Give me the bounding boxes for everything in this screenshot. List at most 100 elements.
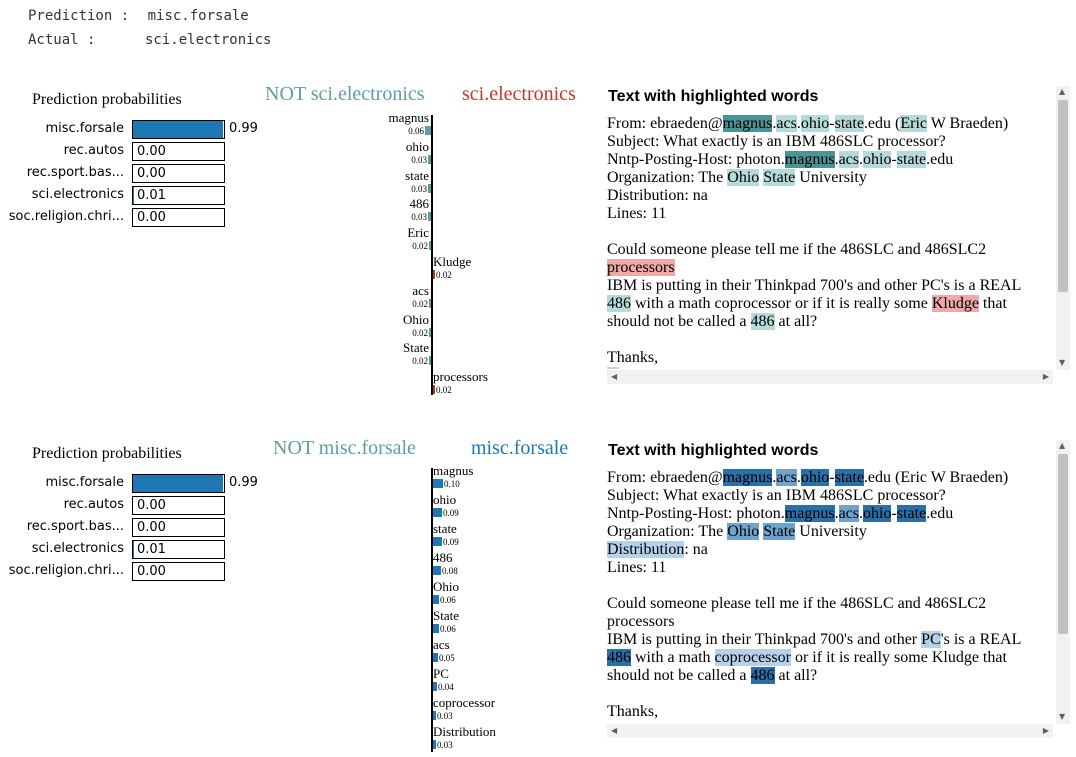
highlighted-word: acs [838,151,860,168]
word-weight-bar [428,212,431,222]
highlighted-word: 486 [607,649,631,666]
highlighted-word: 486 [750,667,775,684]
word-label: magnus [388,110,429,125]
highlighted-word: ohio [863,151,892,168]
word-label: ohio [405,138,429,154]
word-weight-bar [428,154,431,164]
word-weight-value: 0.06 [408,126,424,136]
text-line [607,223,1069,241]
text-segment: should not be called a [607,313,751,330]
word-weight-bar [433,653,438,662]
chart-axis [431,115,433,395]
vertical-scrollbar[interactable]: ▲ ▼ [1056,440,1070,724]
text-segment: - [891,505,897,522]
scroll-right-icon[interactable]: ▶ [1042,372,1049,381]
text-segment: processors [607,613,675,630]
scrollbar-thumb[interactable] [1058,454,1068,634]
prediction-header: Prediction : misc.forsale [28,8,249,24]
scroll-up-icon[interactable]: ▲ [1059,441,1066,450]
text-segment: .edu (Eric W Braeden) [863,469,1009,486]
word-weight-value: 0.04 [438,682,454,692]
probabilities-title: Prediction probabilities [32,91,182,108]
highlighted-word: processors [607,259,675,276]
scroll-left-icon[interactable]: ◀ [611,726,618,735]
word-weight-bar [433,385,435,395]
highlighted-text: From: ebraeden@magnus.acs.ohio-state.edu… [607,469,1069,721]
scroll-up-icon[interactable]: ▲ [1059,87,1066,96]
text-segment: at all? [774,667,818,684]
word-weight-value: 0.05 [439,653,455,663]
text-segment: From: ebraeden@ [607,115,723,132]
text-segment: IBM is putting in their Thinkpad 700's a… [607,631,922,648]
text-line: should not be called a 486 at all? [607,313,1069,331]
word-label: Kludge [433,254,472,269]
word-label: 486 [409,196,430,212]
highlighted-word: Ohio [727,523,760,540]
scroll-down-icon[interactable]: ▼ [1059,358,1066,367]
highlighted-word: 486 [750,313,775,330]
text-segment: that [978,295,1007,312]
word-weight-bar [433,537,442,546]
scroll-left-icon[interactable]: ◀ [611,372,618,381]
highlighted-word: ohio [863,505,892,522]
text-segment: Organization: The [607,523,728,540]
text-line: Lines: 11 [607,559,1069,577]
probability-value: 0.00 [137,166,166,181]
word-label: acs [412,282,429,298]
probabilities-chart: misc.forsale 0.99 rec.autos 0.00 rec.sport.b… [0,474,270,584]
text-segment: IBM is putting in their Thinkpad 700's a… [607,277,1022,294]
probability-row: rec.sport.bas... 0.00 [0,164,260,184]
text-line: Lines: 11 [607,205,1069,223]
word-label: ohio [433,492,457,507]
text-segment: . [834,505,839,522]
class-name: sci.electronics [31,187,124,202]
text-line: processors [607,259,1069,277]
word-weight-bar [429,327,431,337]
text-line: Organization: The Ohio State University [607,523,1069,541]
word-label: state [405,167,429,183]
scroll-down-icon[interactable]: ▼ [1059,712,1066,721]
probability-bar: 0.00 [132,518,225,537]
class-name: misc.forsale [45,475,124,490]
word-weight-bar [433,566,441,575]
explanation-panel-1: Prediction probabilities misc.forsale 0.9… [0,80,1076,400]
text-line: Distribution: na [607,187,1069,205]
text-line: processors [607,613,1069,631]
probability-row: rec.autos 0.00 [0,496,260,516]
horizontal-scrollbar[interactable]: ◀ ▶ [607,370,1053,384]
text-segment: : na [684,541,708,558]
word-label: 486 [433,550,453,565]
actual-value: sci.electronics [145,32,272,48]
vertical-scrollbar[interactable]: ▲ ▼ [1056,86,1070,370]
probability-row: rec.autos 0.00 [0,142,260,162]
word-weight-value: 0.03 [411,154,427,165]
text-segment: From: ebraeden@ [607,469,723,486]
class-label: misc.forsale [471,437,569,459]
word-weight-bar [429,356,431,366]
text-line: Subject: What exactly is an IBM 486SLC p… [607,133,1069,151]
text-segment: Nntp-Posting-Host: photon. [607,505,785,522]
text-line: Distribution: na [607,541,1069,559]
highlighted-word: Distribution [607,541,685,558]
scroll-right-icon[interactable]: ▶ [1042,726,1049,735]
text-segment: Subject: What exactly is an IBM 486SLC p… [607,133,946,150]
probability-bar [132,120,225,139]
word-weight-value: 0.06 [440,624,456,634]
word-weight-bar [433,624,439,633]
word-weights-chart: magnus 0.10 ohio 0.09 state 0.09 486 0.08 Ohio 0.… [0,434,600,757]
word-label: Eric [407,225,429,241]
text-line [607,331,1069,349]
word-weight-bar [429,298,431,308]
word-weight-value: 0.06 [440,595,456,605]
word-weight-bar [433,711,436,720]
class-name: sci.electronics [31,541,124,556]
word-weight-value: 0.02 [412,241,428,252]
text-segment: Subject: What exactly is an IBM 486SLC p… [607,487,946,504]
text-panel-title: Text with highlighted words [608,442,819,459]
class-name: rec.autos [63,497,124,512]
probability-fill [133,121,224,138]
highlighted-word [607,367,619,369]
horizontal-scrollbar[interactable]: ◀ ▶ [607,724,1053,738]
text-line: should not be called a 486 at all? [607,667,1069,685]
scrollbar-thumb[interactable] [1058,100,1068,292]
